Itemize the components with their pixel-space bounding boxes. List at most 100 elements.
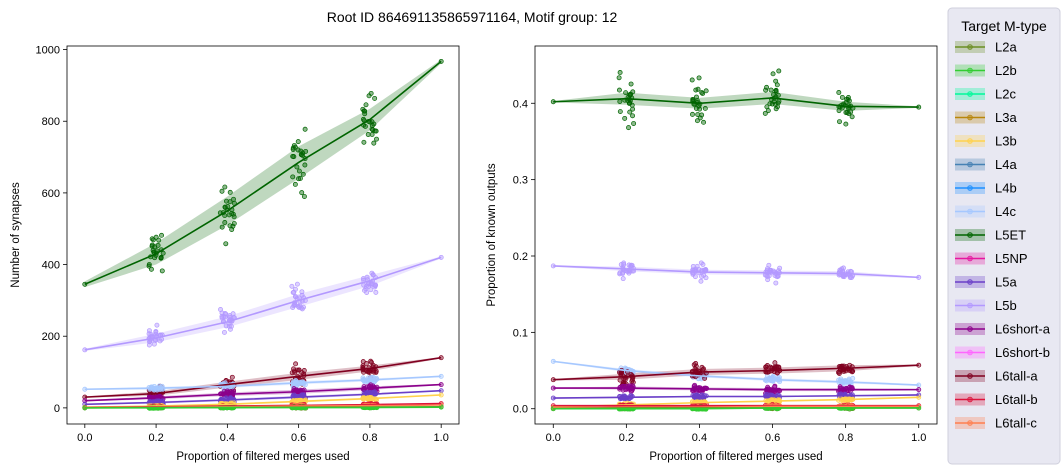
data-point-L5ET (360, 116, 366, 122)
data-point-L6tall-a (621, 376, 627, 382)
data-point-L5ET (694, 118, 700, 124)
legend-label: L6short-b (995, 345, 1050, 360)
y-axis-label: Proportion of known outputs (486, 163, 498, 306)
data-point-L5ET (773, 106, 779, 112)
data-point-L5ET (762, 110, 768, 116)
data-point-L5b (839, 266, 845, 272)
data-point-L5ET (616, 75, 622, 81)
ci-band-L5a (84, 390, 442, 405)
data-point-L5ET (295, 147, 301, 153)
data-point-L5ET (150, 247, 156, 253)
data-point-L5b (299, 292, 305, 298)
data-point-L5b (228, 323, 234, 329)
data-point-L5b (849, 275, 855, 280)
data-point-L6tall-a (360, 359, 366, 365)
data-point-L5b (157, 338, 163, 344)
mean-line-L5b (84, 256, 442, 351)
data-point-L5ET (773, 88, 779, 94)
data-point-L5ET (627, 109, 633, 115)
legend-label: L2c (995, 87, 1016, 102)
data-point-L5ET (699, 112, 705, 118)
data-point-L5ET (617, 99, 623, 104)
data-point-L5ET (696, 103, 702, 109)
legend-label: L6tall-a (995, 369, 1038, 384)
data-point-L5b (617, 271, 623, 277)
data-point-L5ET (294, 164, 300, 170)
data-point-L5b (765, 274, 770, 280)
data-point-L5ET (630, 89, 636, 95)
data-point-L6short-a (847, 384, 853, 390)
data-point-L6tall-a (370, 362, 376, 368)
ci-bands (84, 59, 442, 409)
ci-bands (553, 91, 919, 410)
mean-line-L6short-a (84, 383, 442, 402)
data-point-L5ET (699, 90, 705, 96)
data-point-L6tall-a (767, 364, 773, 370)
y-tick-label: 0.0 (513, 404, 528, 416)
legend-entry-L6short-a: L6short-a (955, 322, 1051, 337)
data-point-L5b (153, 331, 159, 337)
data-point-L5ET (296, 168, 302, 174)
legend-entry-L6tall-b: L6tall-b (955, 392, 1038, 407)
data-point-L6tall-a (693, 363, 699, 369)
data-point-L5ET (231, 196, 236, 202)
data-point-L5ET (836, 108, 842, 114)
data-point-L5ET (837, 119, 842, 125)
x-tick-label: 0.8 (362, 432, 377, 444)
legend-label: L2b (995, 63, 1017, 78)
data-point-L5ET (701, 119, 707, 125)
data-point-L5ET (690, 111, 695, 117)
data-point-L5ET (298, 148, 304, 154)
x-tick-label: 0.2 (148, 432, 163, 444)
legend-marker (967, 185, 973, 191)
data-point-L5ET (848, 109, 854, 115)
data-point-L5ET (764, 84, 770, 90)
data-point-L5ET (225, 204, 231, 209)
data-point-L5ET (770, 71, 776, 77)
data-point-L5ET (844, 110, 850, 115)
data-point-L5ET (765, 108, 771, 114)
data-point-L5ET (146, 263, 152, 269)
data-point-L5ET (297, 175, 303, 181)
legend-marker (967, 44, 973, 50)
data-point-L6tall-a (367, 368, 373, 374)
legend-marker (967, 67, 973, 74)
legend-marker (967, 114, 973, 121)
data-point-L5ET (369, 119, 375, 125)
data-point-L5ET (159, 268, 165, 274)
ci-band-L5ET (84, 59, 442, 288)
mean-line-L2b (84, 406, 442, 409)
x-tick-label: 0.8 (838, 432, 853, 444)
x-tick-label: 1.0 (911, 432, 926, 444)
data-point-L4c (846, 376, 852, 382)
legend-marker (967, 420, 973, 426)
data-point-L5ET (231, 214, 237, 220)
y-tick-label: 0 (54, 403, 60, 415)
legend-marker (967, 161, 973, 168)
data-point-L5b (777, 265, 783, 271)
data-point-L5ET (290, 174, 296, 180)
data-point-L6short-a (765, 384, 771, 390)
data-point-L6tall-a (618, 370, 624, 376)
y-tick-label: 1000 (36, 45, 60, 57)
mean-line-L5a (84, 389, 442, 406)
data-point-L5b (701, 272, 707, 278)
data-point-L5ET (150, 237, 156, 243)
data-point-L4c (776, 375, 782, 380)
data-point-L6short-a (368, 382, 374, 388)
y-tick-label: 800 (42, 116, 60, 128)
data-point-L5ET (694, 94, 699, 100)
data-point-L5ET (155, 242, 161, 248)
data-point-L5b (364, 290, 370, 296)
data-point-L5ET (626, 125, 631, 131)
data-point-L5ET (631, 121, 637, 126)
data-point-L5b (373, 289, 379, 295)
data-point-L5ET (622, 115, 628, 121)
legend-label: L2a (995, 40, 1017, 55)
data-point-L5ET (226, 212, 232, 218)
data-point-L5ET (689, 77, 695, 83)
chart-synapse-count: 0.0 0.2 0.4 0.6 0.8 1.0 0 200 400 600 800 1000 Pro… (10, 45, 460, 463)
data-point-L5ET (369, 126, 375, 132)
mean-line-L4c (84, 375, 442, 391)
data-point-L5ET (695, 86, 701, 92)
